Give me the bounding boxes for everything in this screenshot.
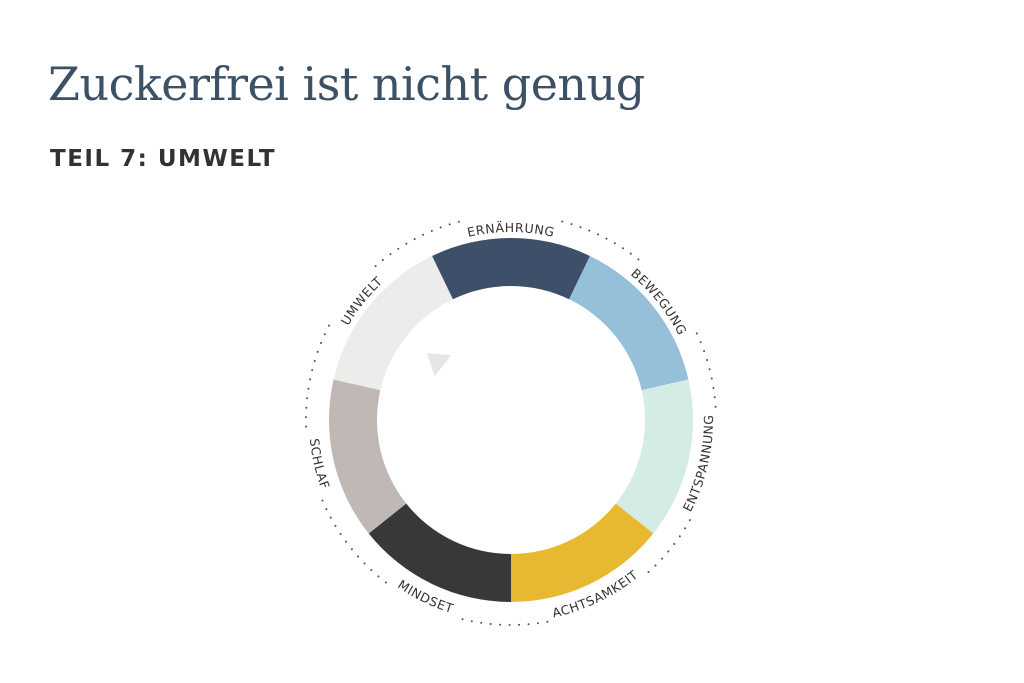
wheel-segments <box>328 237 694 602</box>
pointer-layer <box>426 352 452 377</box>
label-gap-mindset <box>387 582 458 622</box>
page-title: Zuckerfrei ist nicht genug <box>48 57 645 111</box>
segment-entspannung <box>615 379 694 534</box>
label-gap-achtsamkeit <box>547 571 648 626</box>
segment-achtsamkeit <box>511 503 654 602</box>
segment-schlaf <box>328 379 407 534</box>
label-gap-ernaehrung <box>464 210 558 224</box>
segment-mindset <box>368 503 511 602</box>
segment-bewegung <box>569 256 689 391</box>
label-gap-schlaf <box>302 432 325 499</box>
label-gap-umwelt <box>328 265 376 322</box>
wheel-labels: ERNÄHRUNGBEWEGUNGENTSPANNUNGACHTSAMKEITM… <box>302 210 720 626</box>
label-gap-bewegung <box>639 259 698 329</box>
label-ernaehrung: ERNÄHRUNG <box>466 220 556 240</box>
page-subtitle: TEIL 7: UMWELT <box>50 146 277 172</box>
label-gap-entspannung <box>688 411 720 519</box>
pointer-triangle <box>426 352 452 377</box>
segment-ernaehrung <box>432 237 590 300</box>
segment-umwelt <box>333 256 453 391</box>
